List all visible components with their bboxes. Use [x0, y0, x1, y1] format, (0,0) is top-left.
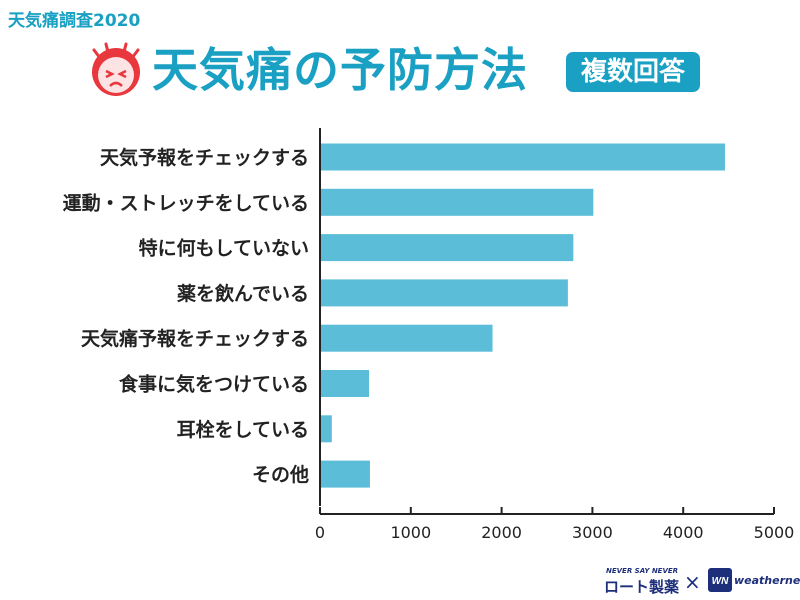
multiple-answer-badge: 複数回答 [566, 52, 700, 92]
bar [320, 143, 725, 171]
bar [320, 415, 332, 443]
bar [320, 188, 594, 216]
rohto-logo: ロート製薬 [604, 578, 680, 596]
category-label: 薬を飲んでいる [176, 282, 309, 305]
bar [320, 324, 493, 352]
category-label: 運動・ストレッチをしている [63, 192, 309, 214]
weathernews-logo-text: weathernews [734, 574, 800, 587]
headache-face-icon [92, 42, 140, 96]
x-tick-label: 4000 [663, 523, 704, 542]
sponsor-logos: NEVER SAY NEVER ロート製薬 × WN weathernews [600, 564, 800, 596]
bar [320, 234, 574, 262]
x-tick-label: 0 [315, 523, 325, 542]
x-tick-label: 1000 [390, 523, 431, 542]
rohto-tagline: NEVER SAY NEVER [606, 567, 679, 575]
x-tick-label: 5000 [754, 523, 795, 542]
category-label: その他 [252, 463, 309, 486]
cross-mark: × [684, 570, 701, 594]
category-label: 天気予報をチェックする [100, 146, 309, 169]
x-tick-label: 3000 [572, 523, 613, 542]
category-label: 天気痛予報をチェックする [81, 327, 309, 350]
wn-mark-text: WN [712, 576, 729, 587]
survey-label: 天気痛調査2020 [8, 11, 141, 31]
category-label: 食事に気をつけている [119, 373, 309, 396]
bar [320, 279, 568, 307]
bar [320, 460, 370, 488]
category-label: 特に何もしていない [139, 237, 309, 260]
bar [320, 370, 370, 397]
category-label: 耳栓をしている [177, 418, 309, 441]
x-tick-label: 2000 [481, 523, 522, 542]
page-title: 天気痛の予防方法 [152, 43, 528, 97]
weathernews-logo-icon: WN [708, 568, 732, 592]
